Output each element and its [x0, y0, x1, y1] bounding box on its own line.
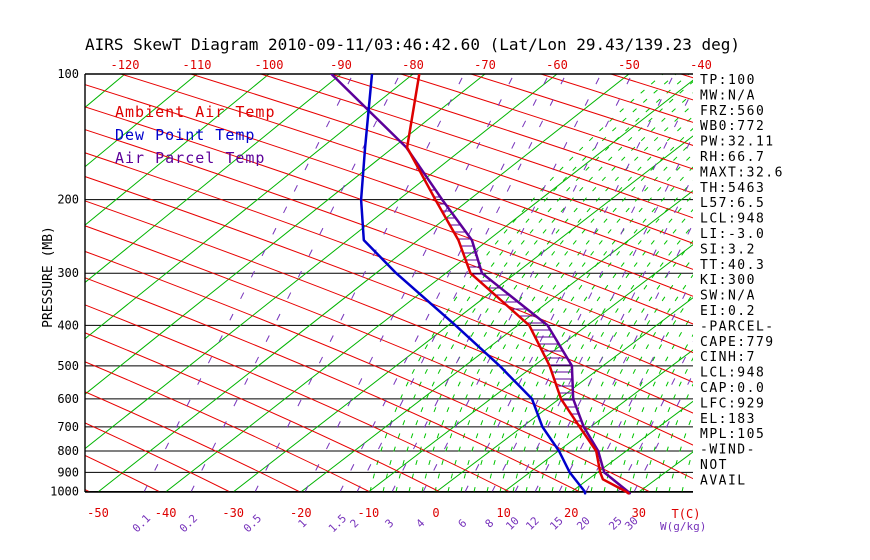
top-temp-label: -90 [330, 58, 352, 72]
stat-line: SI:3.2 [700, 242, 756, 257]
stat-line: LFC:929 [700, 396, 765, 411]
pressure-tick-label: 600 [57, 392, 79, 406]
parcel-temp-curve [330, 74, 631, 495]
stat-line: L57:6.5 [700, 196, 765, 211]
mixing-ratio-label: 0.2 [177, 512, 200, 535]
stat-line: CAPE:779 [700, 335, 775, 350]
mixing-ratio-label: 12 [523, 514, 542, 533]
pressure-tick-label: 900 [57, 465, 79, 479]
stat-line: LI:-3.0 [700, 227, 765, 242]
pressure-tick-label: 200 [57, 193, 79, 207]
stat-line: TP:100 [700, 73, 756, 88]
legend-item-2: Air Parcel Temp [115, 149, 265, 167]
stat-line: MPL:105 [700, 427, 765, 442]
bottom-temp-label: -30 [222, 506, 244, 520]
grid-families [85, 74, 693, 492]
top-temp-label: -70 [474, 58, 496, 72]
mixing-ratio-label: 1.5 [326, 512, 349, 535]
top-temp-label: -110 [183, 58, 212, 72]
stat-line: CAP:0.0 [700, 381, 765, 396]
pressure-tick-label: 500 [57, 359, 79, 373]
stat-line: PW:32.11 [700, 135, 775, 150]
stat-line: -PARCEL- [700, 319, 775, 334]
stat-line: -WIND- [700, 443, 756, 458]
stat-line: AVAIL [700, 473, 747, 488]
bottom-temp-label: 20 [564, 506, 578, 520]
bottom-temp-label: 30 [632, 506, 646, 520]
bottom-temp-label: -50 [87, 506, 109, 520]
pressure-tick-label: 800 [57, 444, 79, 458]
mixing-ratio-label: 0.5 [241, 512, 264, 535]
stat-line: SW:N/A [700, 289, 756, 304]
legend-item-1: Dew Point Temp [115, 126, 255, 144]
stat-line: EI:0.2 [700, 304, 756, 319]
top-temp-label: -100 [255, 58, 284, 72]
pressure-tick-label: 300 [57, 266, 79, 280]
top-temp-label: -80 [402, 58, 424, 72]
mixing-ratio-label: 4 [414, 516, 428, 530]
bottom-temp-label: 10 [496, 506, 510, 520]
stat-line: TH:5463 [700, 181, 765, 196]
temp-unit-label: T(C) [672, 507, 701, 521]
stat-line: RH:66.7 [700, 150, 765, 165]
ambient-temp-curve [405, 74, 630, 495]
pressure-axis-label: PRESSURE (MB) [41, 226, 56, 328]
bottom-temp-label: 0 [432, 506, 439, 520]
chart-title: AIRS SkewT Diagram 2010-09-11/03:46:42.6… [85, 35, 740, 54]
stat-line: WB0:772 [700, 119, 765, 134]
mixing-ratio-label: 3 [383, 517, 397, 531]
top-temp-label: -50 [618, 58, 640, 72]
stat-line: MAXT:32.6 [700, 165, 784, 180]
legend-item-0: Ambient Air Temp [115, 103, 276, 121]
chart-text: AIRS SkewT Diagram 2010-09-11/03:46:42.6… [41, 35, 784, 535]
top-temp-label: -120 [111, 58, 140, 72]
top-temp-label: -40 [690, 58, 712, 72]
mixing-ratio-label: 8 [483, 517, 497, 531]
mixing-ratio-grid [143, 74, 693, 492]
mixing-ratio-label: 6 [456, 517, 470, 531]
bottom-temp-label: -10 [358, 506, 380, 520]
plot-frame [84, 73, 693, 493]
mixing-unit-label: W(g/kg) [660, 520, 706, 533]
bottom-temp-label: -20 [290, 506, 312, 520]
stat-line: FRZ:560 [700, 104, 765, 119]
sounding-curves [330, 74, 631, 495]
stat-line: EL:183 [700, 412, 756, 427]
stat-line: KI:300 [700, 273, 756, 288]
pressure-tick-label: 700 [57, 420, 79, 434]
top-temp-label: -60 [546, 58, 568, 72]
pressure-tick-label: 100 [57, 67, 79, 81]
dry-adiabat-grid [85, 74, 693, 492]
bottom-temp-label: -40 [155, 506, 177, 520]
stat-line: TT:40.3 [700, 258, 765, 273]
stat-line: LCL:948 [700, 366, 765, 381]
stat-line: MW:N/A [700, 88, 756, 103]
dew-point-curve [359, 74, 587, 495]
mixing-ratio-label: 0.1 [130, 512, 153, 535]
pressure-tick-label: 1000 [50, 485, 79, 499]
pressure-tick-label: 400 [57, 318, 79, 332]
stat-line: LCL:948 [700, 212, 765, 227]
stat-line: CINH:7 [700, 350, 756, 365]
stat-line: NOT [700, 458, 728, 473]
